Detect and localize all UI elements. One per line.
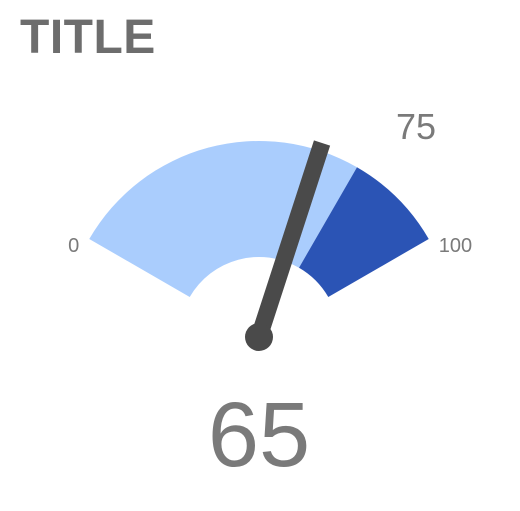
chart-title: TITLE: [20, 11, 156, 64]
gauge-threshold-label: 75: [396, 106, 436, 147]
gauge-needle: [250, 140, 331, 340]
gauge-band-high: [299, 167, 429, 297]
gauge-min-label: 0: [68, 235, 79, 257]
gauge-value-label: 65: [208, 384, 310, 486]
gauge-needle-hub: [245, 323, 273, 351]
gauge-max-label: 100: [439, 235, 472, 257]
